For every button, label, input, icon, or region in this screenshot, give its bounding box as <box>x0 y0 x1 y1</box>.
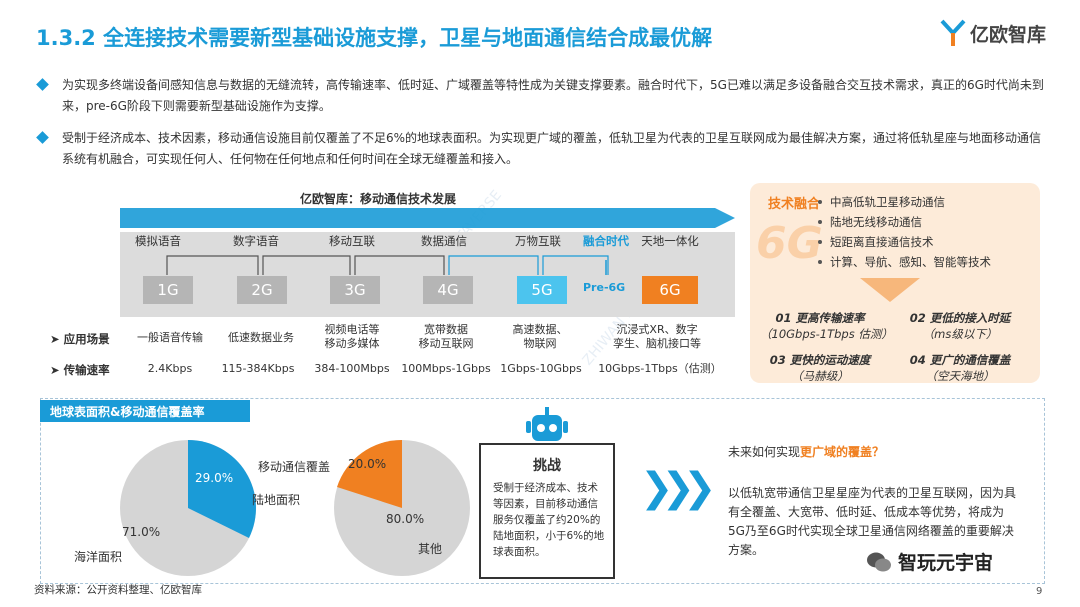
pie-label-ocean: 海洋面积 <box>74 550 123 564</box>
tech-item: 中高低轨卫星移动通信 <box>818 195 945 209</box>
down-arrow-icon <box>860 278 920 302</box>
row-header-scenario: ➤ 应用场景 <box>50 332 110 346</box>
gen-1g: 1G <box>143 276 193 304</box>
stage-label: 数字语音 <box>233 234 279 248</box>
scenario-cell: 低速数据业务 <box>228 331 294 344</box>
rate-cell: 2.4Kbps <box>147 362 193 375</box>
tech-item: 短距离直接通信技术 <box>818 235 934 249</box>
bullet-text: 受制于经济成本、技术因素，移动通信设施目前仅覆盖了不足6%的地球表面积。为实现更… <box>62 131 1042 166</box>
pie-chart-earth <box>120 440 256 576</box>
pie-slice-coverage <box>337 439 402 508</box>
gen-5g: 5G <box>517 276 567 304</box>
wechat-watermark: 智玩元宇宙 <box>860 546 1000 577</box>
gen-pre6g: Pre-6G <box>583 281 626 294</box>
stage-label-fusion: 融合时代 <box>583 234 629 248</box>
tech-item: 陆地无线移动通信 <box>818 215 922 229</box>
scenario-cell: 沉浸式XR、数字 孪生、脑机接口等 <box>613 323 701 350</box>
bullet-text: 为实现多终端设备间感知信息与数据的无缝流转，高传输速率、低时延、广域覆盖等特性成… <box>62 78 1044 113</box>
pie-label-other: 其他 <box>418 542 443 556</box>
tech-fusion-head: 技术融合 <box>768 197 821 212</box>
evolution-title: 亿欧智库：移动通信技术发展 <box>300 192 457 206</box>
six-g-watermark: 6G <box>756 218 823 269</box>
rate-cell: 10Gbps-1Tbps（估测） <box>598 362 722 375</box>
scenario-cell: 高速数据、 物联网 <box>512 323 568 350</box>
page-number: 9 <box>1036 586 1043 597</box>
pie-label-land-pct: 29.0% <box>195 471 234 485</box>
scenario-cell: 宽带数据 移动互联网 <box>418 323 474 350</box>
challenge-head: 挑战 <box>533 458 561 474</box>
coverage-section-frame <box>40 398 1045 584</box>
stage-label: 模拟语音 <box>135 234 181 248</box>
stage-label: 移动互联 <box>329 234 375 248</box>
brand-logo: 亿欧智库 <box>940 16 1060 50</box>
wechat-icon <box>867 552 891 571</box>
pie-label-land: 陆地面积 <box>252 493 301 507</box>
pie-label-other-pct: 80.0% <box>386 512 425 526</box>
diamond-bullet-icon <box>36 78 49 91</box>
bullet-point: 为实现多终端设备间感知信息与数据的无缝流转，高传输速率、低时延、广域覆盖等特性成… <box>36 75 1048 117</box>
scenario-cell: 视频电话等 移动多媒体 <box>324 323 380 350</box>
chevron-right-icon: ❯❯❯ <box>640 465 716 511</box>
gen-2g: 2G <box>237 276 287 304</box>
coverage-tab: 地球表面积&移动通信覆盖率 <box>40 400 250 422</box>
rate-cell: 100Mbps-1Gbps <box>401 362 491 375</box>
bullet-point: 受制于经济成本、技术因素，移动通信设施目前仅覆盖了不足6%的地球表面积。为实现更… <box>36 128 1048 170</box>
watermark-text: 智玩元宇宙 <box>898 552 994 574</box>
page-title: 1.3.2 全连接技术需要新型基础设施支撑，卫星与地面通信结合成最优解 <box>36 26 713 50</box>
feature-item: 02 更低的接入时延 （ms级以下） <box>909 311 1011 341</box>
pie-chart-land <box>334 439 470 576</box>
stage-label: 数据通信 <box>421 234 467 248</box>
diamond-bullet-icon <box>36 131 49 144</box>
row-header-rate: ➤ 传输速率 <box>50 363 110 377</box>
feature-item: 01 更高传输速率 （10Gbps-1Tbps 估测） <box>760 311 893 341</box>
rate-cell: 384-100Mbps <box>314 362 390 375</box>
feature-item: 04 更广的通信覆盖 （空天海地） <box>909 353 1011 383</box>
answer-text: 以低轨宽带通信卫星星座为代表的卫星互联网，因为具有全覆盖、大宽带、低时延、低成本… <box>728 486 1017 557</box>
pie-label-coverage-pct: 20.0% <box>348 457 387 471</box>
feature-item: 03 更快的运动速度 （马赫级） <box>769 353 871 383</box>
question-text: 未来如何实现更广域的覆盖？ <box>728 445 885 459</box>
source-note: 资料来源：公开资料整理、亿欧智库 <box>34 584 202 596</box>
gen-4g: 4G <box>423 276 473 304</box>
stage-label: 万物互联 <box>515 234 561 248</box>
pie-label-coverage: 移动通信覆盖 <box>258 460 331 474</box>
logo-icon <box>940 19 966 46</box>
evolution-connectors <box>166 255 609 275</box>
stage-label: 天地一体化 <box>641 234 699 248</box>
robot-icon <box>526 407 568 441</box>
pie-label-ocean-pct: 71.0% <box>122 525 161 539</box>
tech-item: 计算、导航、感知、智能等技术 <box>818 255 991 269</box>
logo-text: 亿欧智库 <box>970 23 1047 46</box>
pie-slice-land <box>188 440 256 538</box>
gen-6g: 6G <box>642 276 698 304</box>
challenge-box <box>479 443 615 579</box>
challenge-body: 受制于经济成本、技术等因素，目前移动通信服务仅覆盖了约20%的陆地面积，小于6%… <box>493 482 605 558</box>
rate-cell: 115-384Kbps <box>221 362 295 375</box>
gen-3g: 3G <box>330 276 380 304</box>
rate-cell: 1Gbps-10Gbps <box>500 362 582 375</box>
scenario-cell: 一般语音传输 <box>137 331 203 344</box>
